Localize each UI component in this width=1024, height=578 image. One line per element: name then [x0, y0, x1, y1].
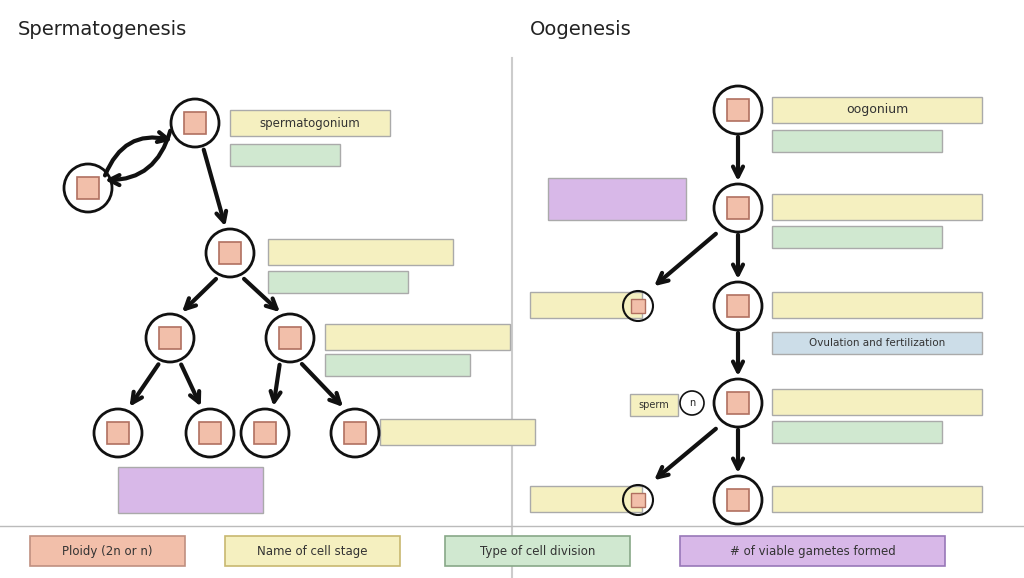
- Bar: [772, 97, 982, 123]
- Text: Type of cell division: Type of cell division: [480, 544, 595, 558]
- Bar: [77, 177, 99, 199]
- Bar: [268, 239, 453, 265]
- Text: sperm: sperm: [639, 400, 670, 410]
- Bar: [199, 422, 221, 444]
- Bar: [254, 422, 276, 444]
- Text: Spermatogenesis: Spermatogenesis: [18, 20, 187, 39]
- Bar: [631, 299, 645, 313]
- Bar: [727, 197, 749, 219]
- Bar: [445, 536, 630, 566]
- Bar: [727, 295, 749, 317]
- Text: Oogenesis: Oogenesis: [530, 20, 632, 39]
- Bar: [184, 112, 206, 134]
- Bar: [118, 467, 263, 513]
- Bar: [680, 536, 945, 566]
- Bar: [219, 242, 241, 264]
- Text: # of viable gametes formed: # of viable gametes formed: [730, 544, 895, 558]
- Bar: [772, 421, 942, 443]
- Bar: [159, 327, 181, 349]
- Text: oogonium: oogonium: [846, 103, 908, 117]
- Bar: [548, 178, 686, 220]
- Text: Ovulation and fertilization: Ovulation and fertilization: [809, 338, 945, 348]
- Bar: [772, 332, 982, 354]
- Bar: [530, 486, 642, 512]
- Text: Name of cell stage: Name of cell stage: [257, 544, 368, 558]
- Bar: [325, 354, 470, 376]
- Bar: [530, 292, 642, 318]
- Bar: [380, 419, 535, 445]
- Bar: [772, 194, 982, 220]
- Bar: [230, 110, 390, 136]
- Bar: [106, 422, 129, 444]
- Bar: [268, 271, 408, 293]
- Bar: [631, 493, 645, 507]
- Bar: [230, 144, 340, 166]
- Bar: [727, 489, 749, 511]
- Text: spermatogonium: spermatogonium: [260, 117, 360, 129]
- Text: Ploidy (2n or n): Ploidy (2n or n): [62, 544, 153, 558]
- Bar: [772, 486, 982, 512]
- Bar: [225, 536, 400, 566]
- Bar: [344, 422, 366, 444]
- Bar: [727, 392, 749, 414]
- Bar: [772, 130, 942, 152]
- Bar: [325, 324, 510, 350]
- Bar: [772, 292, 982, 318]
- Bar: [630, 394, 678, 416]
- Bar: [30, 536, 185, 566]
- Bar: [772, 226, 942, 248]
- Bar: [279, 327, 301, 349]
- Bar: [772, 389, 982, 415]
- Text: n: n: [689, 398, 695, 408]
- Bar: [727, 99, 749, 121]
